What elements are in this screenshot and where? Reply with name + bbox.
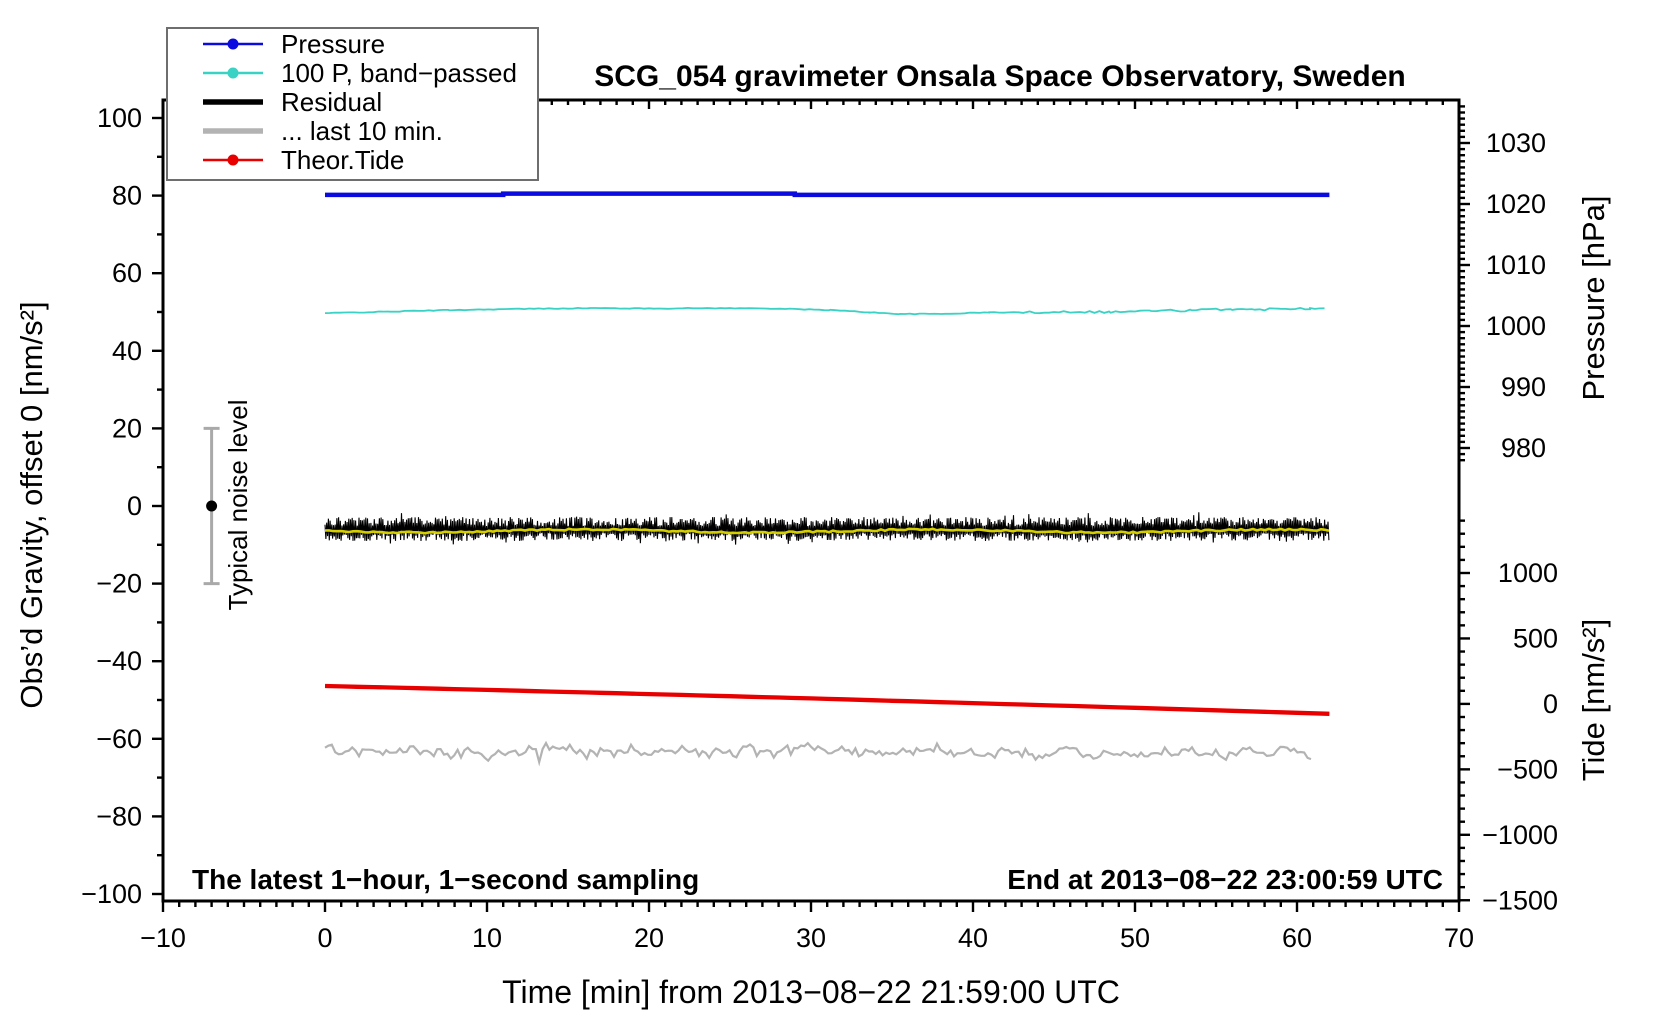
pressure-tick-label: 1000 <box>1486 311 1546 341</box>
y-left-tick-label: 40 <box>112 336 142 366</box>
series-residual <box>324 512 1330 545</box>
sampling-annotation: The latest 1−hour, 1−second sampling <box>192 864 699 895</box>
pressure-tick-label: 1010 <box>1486 250 1546 280</box>
chart-title: SCG_054 gravimeter Onsala Space Observat… <box>594 60 1406 93</box>
legend-item-label: Residual <box>281 87 382 117</box>
x-tick-label: −10 <box>140 923 186 953</box>
y-left-tick-label: −80 <box>96 801 142 831</box>
y-left-tick-label: −40 <box>96 646 142 676</box>
right-pressure-axis-label: Pressure [hPa] <box>1576 195 1611 400</box>
x-tick-label: 0 <box>317 923 332 953</box>
x-tick-label: 50 <box>1120 923 1150 953</box>
legend-sample-dot <box>227 67 239 79</box>
y-left-tick-label: −20 <box>96 569 142 599</box>
tide-tick-label: −1000 <box>1482 820 1558 850</box>
plot-generated-layer: −10 0 10 20 30 40 50 60 70100806040200−20−40−60−… <box>81 27 1558 953</box>
tide-tick-label: −500 <box>1497 754 1558 784</box>
plot-frame <box>161 98 1461 903</box>
tide-tick-label: −1500 <box>1482 885 1558 915</box>
end-time-annotation: End at 2013−08−22 23:00:59 UTC <box>1007 864 1443 895</box>
tide-tick-label: 1000 <box>1498 558 1558 588</box>
right-tide-axis-label: Tide [nm/s²] <box>1576 619 1611 782</box>
legend-sample-dot <box>227 38 239 50</box>
y-left-tick-label: −100 <box>81 879 142 909</box>
x-tick-label: 10 <box>472 923 502 953</box>
legend-item-label: Theor.Tide <box>281 145 404 175</box>
noise-errorbar-dot <box>206 500 218 512</box>
x-tick-label: 60 <box>1282 923 1312 953</box>
y-left-tick-label: −60 <box>96 724 142 754</box>
y-left-tick-label: 100 <box>97 103 142 133</box>
noise-level-annotation: Typical noise level <box>223 400 253 611</box>
legend-sample-dot <box>227 154 239 166</box>
y-left-tick-label: 80 <box>112 181 142 211</box>
legend-item-label: 100 P, band−passed <box>281 58 517 88</box>
y-left-tick-label: 20 <box>112 413 142 443</box>
series-bandpassed-pressure <box>324 306 1325 316</box>
x-tick-label: 40 <box>958 923 988 953</box>
tide-tick-label: 0 <box>1543 689 1558 719</box>
x-tick-label: 70 <box>1444 923 1474 953</box>
series-residual-smoothed <box>324 527 1330 535</box>
x-tick-label: 20 <box>634 923 664 953</box>
legend-item-label: ... last 10 min. <box>281 116 443 146</box>
pressure-tick-label: 980 <box>1501 433 1546 463</box>
x-axis-label: Time [min] from 2013−08−22 21:59:00 UTC <box>502 974 1120 1010</box>
pressure-tick-label: 990 <box>1501 372 1546 402</box>
series-pressure <box>325 191 1330 198</box>
y-left-tick-label: 0 <box>127 491 142 521</box>
left-axis-label: Obs’d Gravity, offset 0 [nm/s²] <box>14 301 49 708</box>
series-last-10-min <box>324 740 1312 767</box>
legend-item-label: Pressure <box>281 29 385 59</box>
series-theoretical-tide <box>324 683 1330 716</box>
x-tick-label: 30 <box>796 923 826 953</box>
y-left-tick-label: 60 <box>112 258 142 288</box>
tide-tick-label: 500 <box>1513 623 1558 653</box>
pressure-tick-label: 1020 <box>1486 189 1546 219</box>
pressure-tick-label: 1030 <box>1486 128 1546 158</box>
